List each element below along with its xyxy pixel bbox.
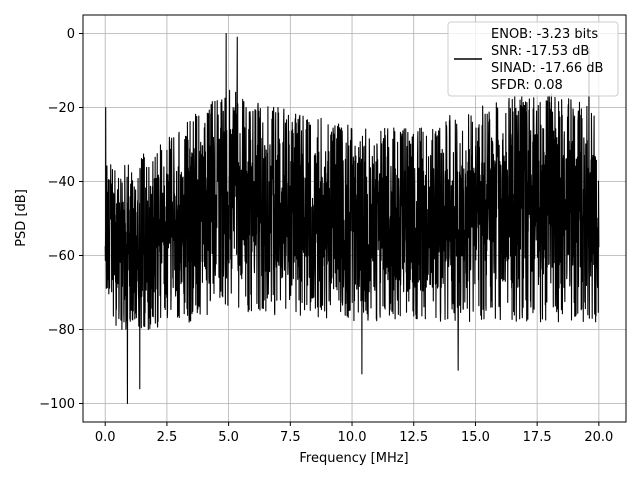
y-tick-label: 0 (67, 27, 75, 42)
y-tick-label: −100 (39, 397, 75, 412)
x-tick-label: 20.0 (584, 430, 613, 445)
y-axis-label: PSD [dB] (14, 189, 29, 247)
x-tick-label: 12.5 (399, 430, 428, 445)
legend-line-sinad: SINAD: -17.66 dB (491, 61, 603, 76)
plot-area-frame (82, 14, 627, 423)
y-tick-label: −60 (48, 249, 75, 264)
y-tick-label: −80 (48, 323, 75, 338)
x-axis-label: Frequency [MHz] (299, 451, 408, 466)
x-tick-label: 2.5 (157, 430, 178, 445)
legend: ENOB: -3.23 bits SNR: -17.53 dB SINAD: -… (447, 21, 619, 97)
legend-box (447, 21, 619, 97)
psd-series (104, 32, 600, 405)
x-tick-label: 7.5 (280, 430, 301, 445)
x-tick-label: 0.0 (95, 430, 116, 445)
x-tick-label: 17.5 (523, 430, 552, 445)
x-tick-label: 5.0 (218, 430, 239, 445)
x-tick-label: 10.0 (338, 430, 367, 445)
legend-line-enob: ENOB: -3.23 bits (491, 27, 598, 42)
y-axis-ticks: 0 −20 −40 −60 −80 −100 (39, 27, 83, 412)
x-axis-ticks: 0.0 2.5 5.0 7.5 10.0 12.5 15.0 17.5 20.0 (95, 422, 613, 445)
psd-line (104, 32, 600, 405)
y-tick-label: −20 (48, 101, 75, 116)
legend-line-snr: SNR: -17.53 dB (491, 44, 589, 59)
legend-line-sfdr: SFDR: 0.08 (491, 78, 563, 93)
y-tick-label: −40 (48, 175, 75, 190)
x-tick-label: 15.0 (461, 430, 490, 445)
